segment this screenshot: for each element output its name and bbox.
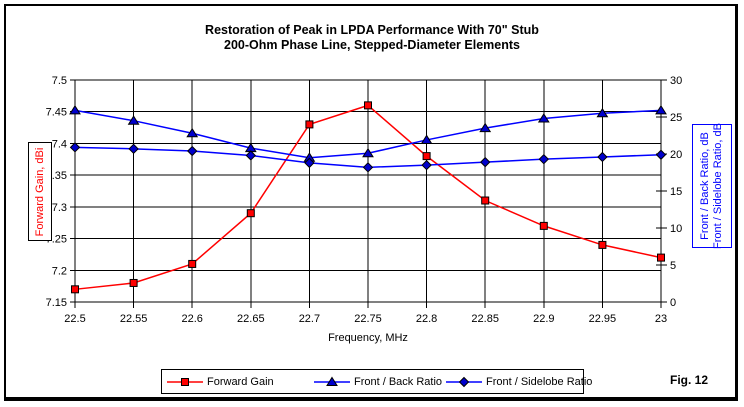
data-point-diamond [362, 162, 374, 173]
right-axis-title-line2: Front / Sidelobe Ratio, dB [712, 123, 724, 249]
left-axis-title: Forward Gain, dBi [34, 147, 46, 236]
right-axis-title: Front / Back Ratio, dB Front / Sidelobe … [699, 123, 725, 249]
data-point-square [364, 101, 372, 110]
legend-box: Forward Gain Front / Back Ratio Front / … [161, 369, 592, 394]
x-axis-tick-label: 22.75 [354, 313, 382, 325]
data-point-diamond [186, 145, 198, 157]
data-point-diamond [597, 151, 608, 163]
chart-title-line2: 200-Ohm Phase Line, Stepped-Diameter Ele… [224, 38, 520, 52]
right-axis-title-box: Front / Back Ratio, dB Front / Sidelobe … [692, 123, 732, 249]
left-axis-tick-label: 7.5 [52, 75, 67, 87]
data-point-square [188, 259, 197, 268]
data-point-triangle [537, 113, 550, 123]
data-point-diamond [304, 157, 315, 169]
data-point-square [246, 209, 255, 218]
right-axis-tick-label: 10 [670, 223, 682, 235]
x-axis-tick-label: 22.65 [237, 313, 265, 325]
data-point-diamond [655, 149, 667, 160]
data-point-square [481, 196, 490, 205]
legend-item-front-back-ratio: Front / Back Ratio [314, 376, 442, 388]
data-point-diamond [538, 153, 550, 165]
data-point-triangle [479, 122, 492, 133]
legend-item-forward-gain: Forward Gain [167, 376, 274, 388]
x-axis-tick-label: 22.6 [181, 313, 202, 325]
data-point-square [422, 152, 431, 161]
left-axis-tick-label: 7.3 [52, 202, 67, 214]
right-axis-title-line1: Front / Back Ratio, dB [699, 132, 711, 240]
data-point-square [598, 240, 607, 249]
x-axis-tick-label: 22.7 [299, 313, 320, 325]
right-axis-tick-label: 15 [670, 186, 682, 198]
data-point-square [71, 285, 79, 294]
chart-title: Restoration of Peak in LPDA Performance … [0, 23, 744, 53]
data-point-diamond [479, 156, 491, 168]
data-point-diamond [421, 159, 432, 171]
x-axis-title: Frequency, MHz [328, 332, 408, 344]
x-axis-tick-label: 22.55 [120, 313, 148, 325]
left-axis-title-box: Forward Gain, dBi [28, 142, 52, 241]
data-point-square [657, 253, 665, 262]
legend-label-front-sidelobe-ratio: Front / Sidelobe Ratio [486, 375, 593, 388]
x-axis-tick-label: 22.5 [64, 313, 85, 325]
left-axis-tick-label: 7.4 [52, 138, 67, 150]
legend-marker-diamond-icon [446, 376, 482, 387]
chart-title-line1: Restoration of Peak in LPDA Performance … [205, 23, 539, 37]
data-point-square [129, 278, 138, 287]
data-point-diamond [69, 142, 81, 153]
legend-item-front-sidelobe-ratio: Front / Sidelobe Ratio [446, 376, 592, 388]
right-axis-tick-label: 5 [670, 260, 676, 272]
data-point-triangle [186, 127, 199, 138]
right-axis-tick-label: 0 [670, 297, 676, 309]
data-point-triangle [596, 107, 609, 118]
left-axis-tick-label: 7.15 [46, 297, 67, 309]
data-point-triangle [655, 104, 667, 115]
data-point-triangle [420, 134, 433, 144]
legend-marker-square-icon [167, 377, 203, 386]
left-axis-tick-label: 7.2 [52, 265, 67, 277]
data-point-diamond [245, 150, 257, 161]
x-axis-tick-label: 22.85 [471, 313, 499, 325]
right-axis-tick-label: 25 [670, 112, 682, 124]
figure-number: Fig. 12 [670, 373, 709, 387]
data-point-triangle [326, 376, 338, 386]
x-axis-tick-label: 22.8 [416, 313, 437, 325]
left-axis-tick-label: 7.45 [46, 107, 67, 119]
data-point-square [305, 120, 314, 129]
data-point-triangle [362, 147, 374, 158]
legend-label-forward-gain: Forward Gain [207, 375, 274, 388]
data-point-diamond [128, 143, 139, 155]
legend-marker-triangle-icon [314, 376, 350, 386]
x-axis-tick-label: 22.95 [589, 313, 617, 325]
data-point-diamond [458, 376, 470, 387]
x-axis-tick-label: 22.9 [533, 313, 554, 325]
data-point-square [181, 377, 189, 386]
legend-label-front-back-ratio: Front / Back Ratio [354, 375, 443, 388]
x-axis-tick-label: 23 [655, 313, 667, 325]
data-point-triangle [69, 104, 81, 115]
data-point-triangle [127, 115, 140, 125]
right-axis-tick-label: 30 [670, 75, 682, 87]
data-point-square [539, 221, 548, 230]
right-axis-tick-label: 20 [670, 149, 682, 161]
